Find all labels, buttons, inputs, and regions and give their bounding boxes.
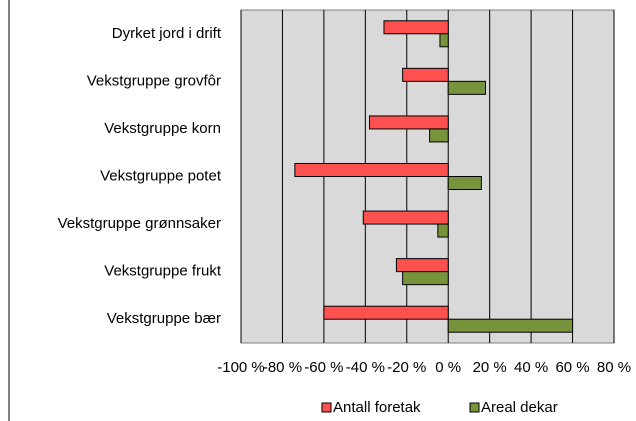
legend-label: Antall foretak [333,399,421,416]
bar [447,80,487,95]
bar [362,210,449,225]
y-tick-label: Dyrket jord i drift [112,25,222,42]
y-tick-label: Vekstgruppe potet [100,167,222,184]
x-tick-label: -100 % [217,359,265,376]
x-tick-label: -40 % [346,359,385,376]
bar [323,305,449,320]
bar [402,67,449,82]
bar [383,20,449,35]
y-tick-label: Vekstgruppe frukt [104,263,222,280]
x-tick-label: -60 % [304,359,343,376]
x-tick-label: 80 % [597,359,631,376]
bar [294,163,449,177]
bar [368,115,449,130]
legend-swatch [321,402,332,413]
x-tick-label: -80 % [263,359,302,376]
bar [429,128,449,143]
y-tick-label: Vekstgruppe grovfôr [87,72,221,89]
bar [447,318,574,333]
y-tick-label: Vekstgruppe bær [107,310,221,327]
x-tick-label: 0 % [435,359,461,376]
bar [395,258,449,273]
legend-swatch [469,402,480,413]
x-tick-label: 40 % [514,359,548,376]
bar [402,271,449,286]
bar [437,223,449,238]
bar [447,176,482,190]
x-tick-label: 60 % [555,359,589,376]
legend-label: Areal dekar [481,399,558,416]
y-tick-label: Vekstgruppe korn [104,120,221,137]
bar [439,33,449,48]
y-tick-label: Vekstgruppe grønnsaker [58,215,221,232]
x-tick-label: -20 % [387,359,426,376]
x-tick-label: 20 % [473,359,507,376]
